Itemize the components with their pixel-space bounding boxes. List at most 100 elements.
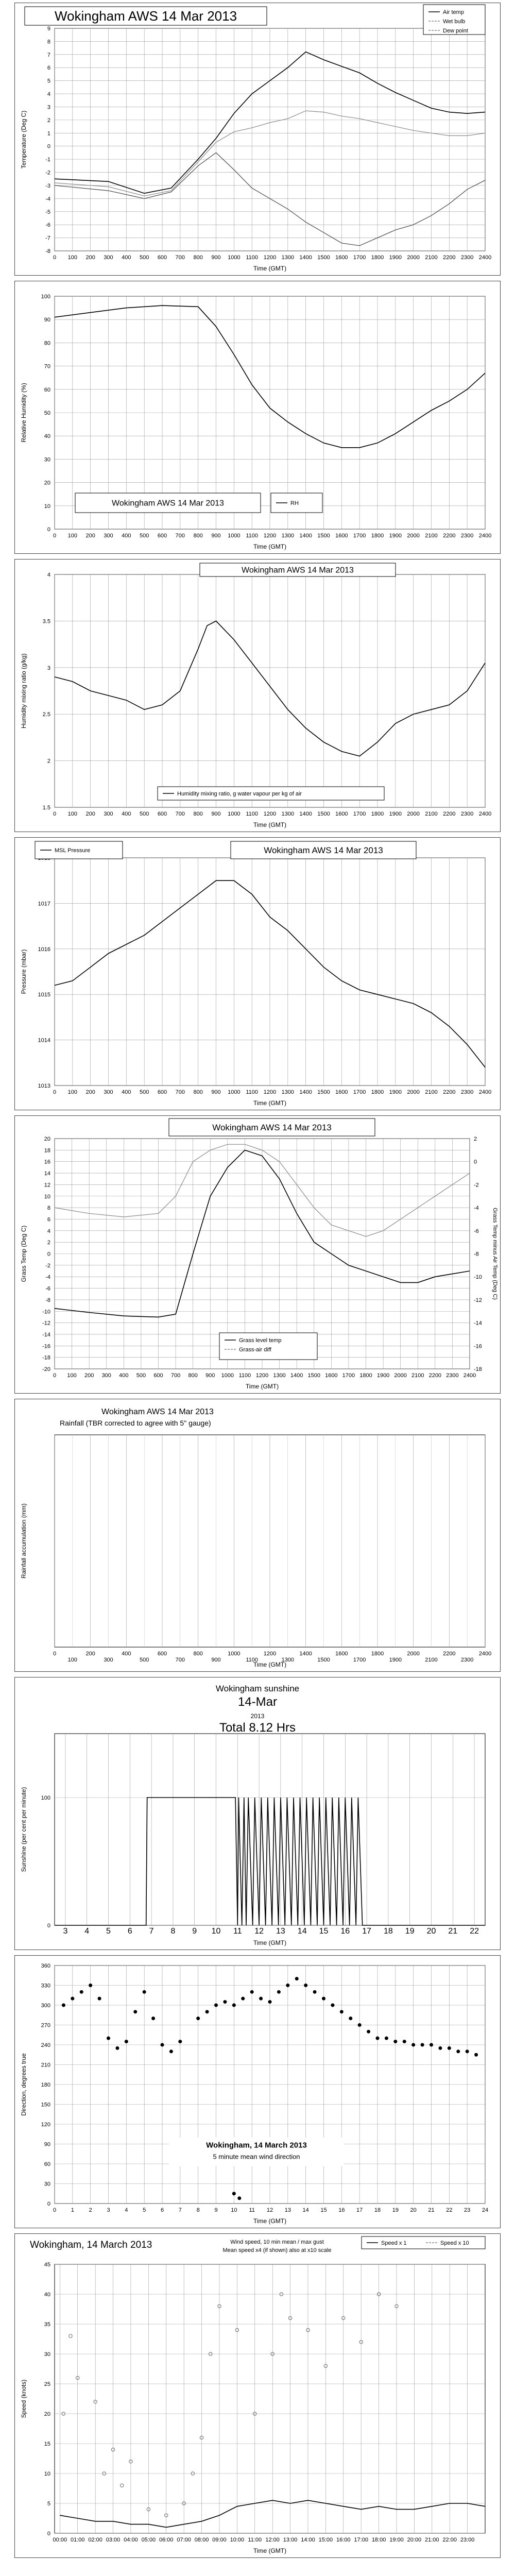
x-tick-label: 24 [482,2207,488,2213]
y-tick-label: 0 [47,2531,50,2537]
series-line-dew-point [54,152,486,246]
chart-dir: 0 1 2 3 4 5 6 7 8 9 10 11 12 13 14 15 16 17 18 19 20 21 22 23 24… [14,1955,501,2228]
x-axis-label: Time (GMT) [246,1383,279,1390]
scatter-point [367,2029,371,2033]
y-tick-label: 100 [41,1795,50,1801]
x-tick-label: 1300 [282,1089,294,1095]
x-axis-label: Time (GMT) [253,1099,286,1107]
y-tick-label: -1 [45,157,50,163]
series-point [146,2507,151,2512]
series-point [182,2501,186,2505]
x-tick-label: 17:00 [354,2537,368,2543]
x-tick-label: 2400 [479,811,491,817]
x-tick-label: 200 [85,533,95,539]
series-line-humidity-mixing-ratio-g-water-vapour-per-kg-of-air [54,620,486,757]
x-tick-label: 1600 [335,533,348,539]
series-point [235,2328,239,2332]
x-tick-label: 700 [176,255,185,261]
chart-mix: 0 100 200 300 400 500 600 700 800 900 1000 1100 1200… [14,559,501,832]
chart-panel-temp: 0 100 200 300 400 500 600 700 800 900 1000 1100 1200… [14,3,501,276]
chart-subtitle-date: 14-Mar [238,1695,277,1709]
x-tick-label: 6 [161,2207,164,2213]
series-point [102,2471,107,2476]
y-tick-label: 1.5 [43,805,50,811]
chart-title: Wokingham AWS 14 Mar 2013 [264,845,383,855]
scatter-point [411,2043,416,2047]
x-tick-label: 21 [428,2207,434,2213]
y-tick-label: 4 [47,572,50,578]
x-axis-label: Time (GMT) [253,1661,286,1668]
x-tick-label-minor: 1100 [246,1657,258,1663]
legend-box [157,786,385,801]
scatter-point [237,2196,242,2200]
y-tick-label: 270 [41,2023,50,2029]
series-line-speed-x-1 [60,2500,486,2528]
series-line-grass-air-diff [54,1144,470,1237]
x-axis-label: Time (GMT) [253,265,286,272]
x-tick-label-minor: 1900 [389,1657,402,1663]
y2-tick-label: 0 [474,1159,477,1165]
x-tick-label: 14 [298,1927,307,1936]
x-tick-label: 1600 [335,255,348,261]
x-tick-label: 1200 [264,533,276,539]
x-tick-label: 2400 [464,1372,476,1379]
y-tick-label: 10 [44,503,50,510]
x-tick-label: 100 [68,533,77,539]
y-tick-label: 2 [47,1240,50,1246]
x-tick-label: 2200 [443,533,455,539]
scatter-point [375,2036,380,2040]
series-point [61,2412,65,2416]
x-tick-label: 20 [410,2207,417,2213]
x-tick-label: 17 [362,1927,371,1936]
scatter-point [79,1990,83,1994]
x-tick-label: 400 [122,255,131,261]
x-tick-label: 400 [122,1651,131,1657]
x-tick-label: 1900 [389,1089,402,1095]
x-tick-label: 1100 [246,1089,258,1095]
x-tick-label: 3 [107,2207,110,2213]
series-line-msl-pressure [54,880,486,1068]
y-tick-label: 360 [41,1963,50,1969]
scatter-point [259,1996,263,2001]
y-tick-label: -10 [42,1309,50,1315]
scatter-point [384,2036,388,2040]
x-tick-label: 100 [68,255,77,261]
scatter-point [61,2003,65,2007]
x-tick-label: 500 [136,1372,146,1379]
y-axis-label: Humidity mixing ratio (g/kg) [20,653,27,728]
x-tick-label: 20:00 [407,2537,422,2543]
scatter-point [304,1984,308,1987]
y-tick-label: 0 [47,2201,50,2207]
scatter-point [277,1990,281,1994]
y-tick-label: 2.5 [43,711,50,718]
x-axis-label: Time (GMT) [253,543,286,550]
x-tick-label: 12:00 [265,2537,280,2543]
x-axis-label: Time (GMT) [253,2547,286,2554]
scatter-point [286,1984,290,1987]
x-tick-label: 1900 [389,811,402,817]
x-tick-label: 1800 [371,255,384,261]
series-point [199,2435,204,2440]
x-tick-label: 2300 [461,1089,473,1095]
x-tick-label: 18:00 [372,2537,386,2543]
x-tick-label: 400 [122,1089,131,1095]
series-point [191,2471,195,2476]
scatter-point [232,2003,236,2007]
y-tick-label: -12 [42,1320,50,1327]
scatter-point [438,2046,442,2050]
x-tick-label: 12 [267,2207,273,2213]
scatter-point [107,2036,110,2040]
x-tick-label: 2200 [429,1372,441,1379]
series-point [270,2352,274,2356]
x-tick-label: 800 [188,1372,197,1379]
x-tick-label: 1400 [299,1651,312,1657]
x-tick-label: 6 [128,1927,132,1936]
y-tick-label: 210 [41,2062,50,2069]
series-point [68,2334,73,2338]
x-tick-label: 1400 [299,533,312,539]
x-tick-label: 21 [448,1927,457,1936]
x-tick-label: 1500 [317,533,330,539]
x-tick-label: 09:00 [212,2537,227,2543]
x-tick-label: 1200 [264,1651,276,1657]
y-tick-label: -8 [45,1297,50,1303]
